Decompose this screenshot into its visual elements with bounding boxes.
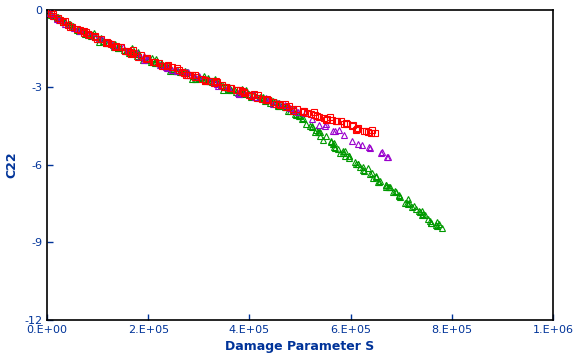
X-axis label: Damage Parameter S: Damage Parameter S [225, 340, 375, 354]
Y-axis label: C22: C22 [6, 151, 19, 178]
